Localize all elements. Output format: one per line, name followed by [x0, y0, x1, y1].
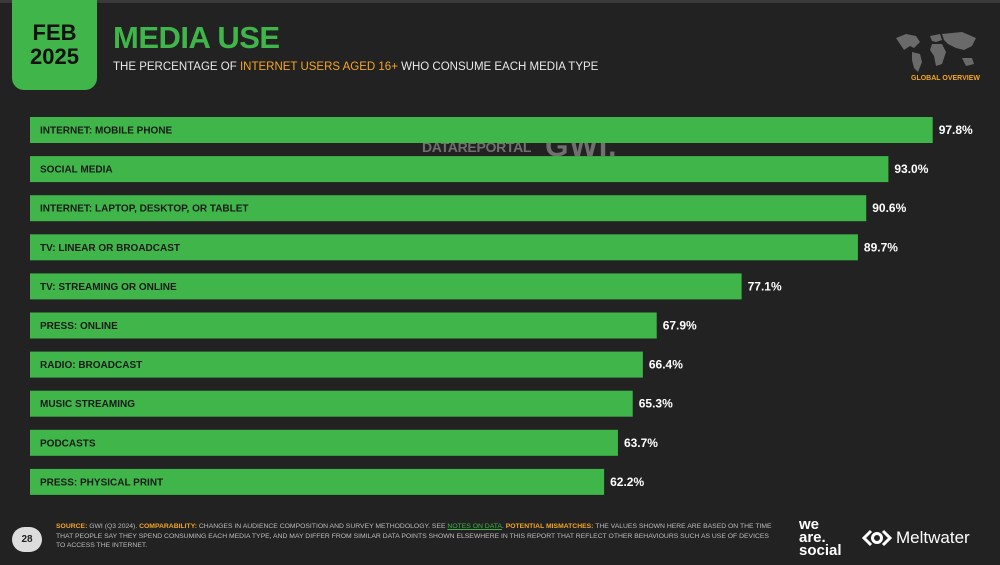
bar: [30, 117, 933, 143]
subtitle-suffix: WHO CONSUME EACH MEDIA TYPE: [397, 61, 599, 73]
logo-line-2: are.: [799, 529, 826, 546]
we-are-social-logo: we are. social: [799, 516, 854, 559]
bar: [30, 351, 643, 378]
meltwater-mark-icon: [862, 529, 892, 547]
footnote-comparability-text: CHANGES IN AUDIENCE COMPOSITION AND SURV…: [197, 523, 448, 530]
value-label: 65.3%: [639, 397, 673, 411]
footnote-period: .: [501, 523, 506, 530]
subtitle-highlight: INTERNET USERS AGED 16+: [239, 61, 398, 73]
meltwater-logo: Meltwater: [862, 528, 970, 548]
top-divider: [0, 0, 1000, 3]
bar: [30, 273, 742, 300]
footnote-mismatch-key: POTENTIAL MISMATCHES:: [505, 523, 594, 530]
world-map-icon: [896, 32, 976, 72]
category-label: RADIO: BROADCAST: [40, 360, 142, 371]
category-label: TV: LINEAR OR BROADCAST: [40, 243, 180, 254]
category-label: TV: STREAMING OR ONLINE: [40, 282, 177, 293]
value-label: 90.6%: [872, 201, 906, 215]
category-label: PODCASTS: [40, 438, 96, 449]
bar: [30, 156, 889, 183]
page-number: 28: [12, 527, 42, 552]
value-label: 93.0%: [894, 162, 928, 176]
value-label: 89.7%: [864, 240, 898, 254]
page-title: MEDIA USE: [113, 20, 280, 55]
bar: [30, 312, 657, 339]
category-label: MUSIC STREAMING: [40, 399, 135, 410]
value-label: 66.4%: [649, 358, 683, 372]
media-use-bar-chart: INTERNET: MOBILE PHONE 97.8% SOCIAL MEDIA 9…: [30, 117, 973, 495]
date-year: 2025: [30, 44, 79, 69]
value-label: 97.8%: [939, 123, 973, 137]
date-badge: FEB 2025: [12, 0, 97, 90]
footnote: SOURCE: GWI (Q3 2024). COMPARABILITY: CH…: [56, 522, 776, 551]
category-label: PRESS: ONLINE: [40, 321, 118, 332]
logo-line-3: social: [799, 542, 842, 559]
category-label: INTERNET: LAPTOP, DESKTOP, OR TABLET: [40, 204, 249, 215]
category-label: PRESS: PHYSICAL PRINT: [40, 477, 163, 488]
footnote-comparability-key: COMPARABILITY:: [139, 523, 197, 530]
value-label: 67.9%: [663, 319, 697, 333]
meltwater-wordmark: Meltwater: [896, 528, 970, 547]
date-month: FEB: [32, 20, 77, 45]
subtitle-prefix: THE PERCENTAGE OF: [113, 61, 240, 73]
footnote-source-text: GWI (Q3 2024).: [87, 523, 140, 530]
value-label: 62.2%: [610, 475, 644, 489]
bar: [30, 195, 867, 222]
value-label: 63.7%: [624, 436, 658, 450]
category-label: SOCIAL MEDIA: [40, 165, 113, 176]
value-label: 77.1%: [748, 279, 782, 293]
page-subtitle: THE PERCENTAGE OF INTERNET USERS AGED 16…: [113, 61, 598, 73]
region-label: GLOBAL OVERVIEW: [911, 75, 980, 82]
category-label: INTERNET: MOBILE PHONE: [40, 126, 173, 137]
notes-on-data-link[interactable]: NOTES ON DATA: [447, 523, 502, 530]
footnote-mismatch-text: THE VALUES SHOWN HERE ARE BASED ON THE T…: [56, 523, 772, 549]
footnote-source-key: SOURCE:: [56, 523, 88, 530]
logo-line-1: we: [799, 516, 820, 533]
bar: [30, 390, 633, 417]
bar: [30, 234, 858, 261]
bar: [30, 429, 618, 456]
bar: [30, 468, 605, 495]
